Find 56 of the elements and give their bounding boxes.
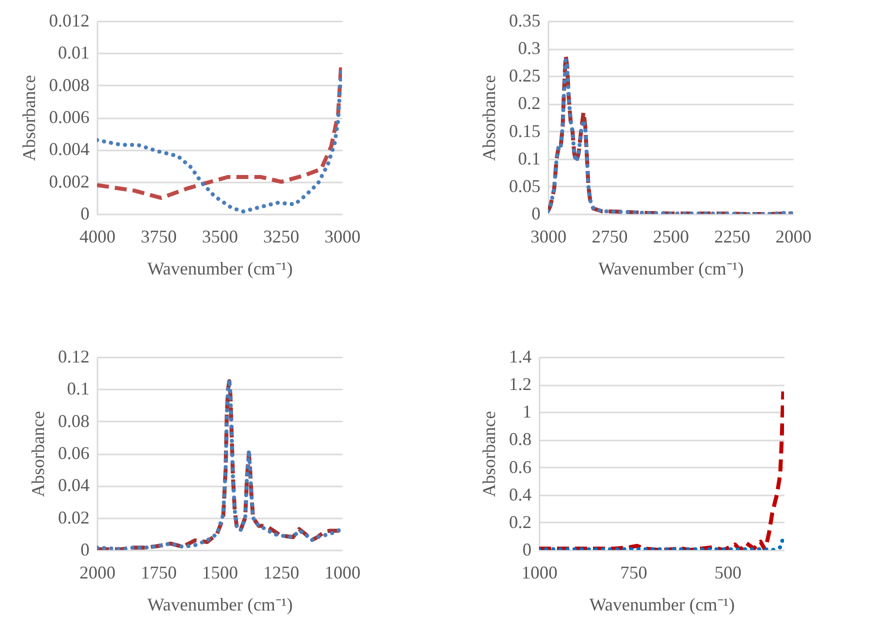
- y-tick-label: 0.002: [49, 171, 90, 192]
- y-axis-title: Absorbance: [19, 75, 39, 161]
- y-tick-label: 0: [80, 204, 90, 224]
- x-tick-label: 1500: [202, 562, 238, 582]
- x-axis-title: Wavenumber (cm⁻¹): [147, 258, 293, 278]
- y-axis-title: Absorbance: [28, 411, 48, 497]
- y-tick-label: 0.2: [509, 512, 532, 532]
- y-tick-label: 0.12: [58, 346, 90, 366]
- x-tick-label: 3000: [324, 226, 360, 246]
- y-axis-title: Absorbance: [479, 75, 499, 161]
- x-tick-label: 3000: [530, 226, 566, 246]
- y-tick-label: 0.1: [67, 378, 90, 399]
- y-tick-label: 1: [522, 402, 532, 422]
- x-tick-label: 3250: [263, 226, 300, 246]
- x-axis-title: Wavenumber (cm⁻¹): [147, 594, 293, 614]
- x-tick-label: 3750: [140, 226, 177, 246]
- y-tick-label: 0: [522, 540, 532, 560]
- y-tick-label: 0.3: [518, 38, 540, 58]
- x-tick-label: 1250: [263, 562, 300, 582]
- y-tick-label: 0.02: [58, 507, 90, 528]
- y-tick-label: 0.6: [509, 456, 532, 477]
- x-axis-title: Wavenumber (cm⁻¹): [598, 258, 744, 278]
- y-tick-label: 0: [532, 204, 540, 224]
- y-tick-label: 0.25: [509, 66, 540, 86]
- y-tick-label: 0.4: [509, 484, 532, 504]
- x-tick-label: 750: [620, 562, 648, 582]
- x-axis-title: Wavenumber (cm⁻¹): [589, 594, 735, 614]
- y-tick-label: 0.8: [509, 429, 532, 450]
- y-tick-label: 1.2: [509, 374, 532, 394]
- y-tick-label: 0.008: [49, 74, 90, 95]
- x-tick-label: 2750: [592, 226, 628, 246]
- x-tick-label: 2500: [653, 226, 689, 246]
- y-tick-label: 0.2: [518, 93, 540, 114]
- y-tick-label: 0.35: [509, 10, 540, 30]
- x-tick-label: 2000: [776, 226, 812, 246]
- x-tick-label: 1000: [324, 562, 360, 582]
- y-tick-label: 0.15: [509, 120, 540, 141]
- y-tick-label: 0.04: [58, 475, 90, 496]
- y-tick-label: 0.06: [58, 443, 90, 463]
- y-tick-label: 1.4: [509, 346, 532, 366]
- x-tick-label: 2000: [80, 562, 116, 582]
- x-tick-label: 4000: [80, 226, 116, 246]
- x-tick-label: 3500: [202, 226, 238, 246]
- y-tick-label: 0: [80, 540, 90, 560]
- y-tick-label: 0.012: [49, 10, 90, 30]
- x-tick-label: 500: [714, 562, 742, 582]
- y-tick-label: 0.05: [509, 176, 540, 196]
- x-tick-label: 2250: [714, 226, 750, 246]
- x-tick-label: 1000: [522, 562, 558, 582]
- y-tick-label: 0.006: [49, 107, 90, 127]
- y-tick-label: 0.01: [58, 42, 90, 63]
- y-tick-label: 0.08: [58, 410, 90, 431]
- y-tick-label: 0.1: [518, 148, 540, 168]
- x-tick-label: 1750: [140, 562, 177, 582]
- y-axis-title: Absorbance: [479, 411, 499, 497]
- y-tick-label: 0.004: [49, 139, 90, 160]
